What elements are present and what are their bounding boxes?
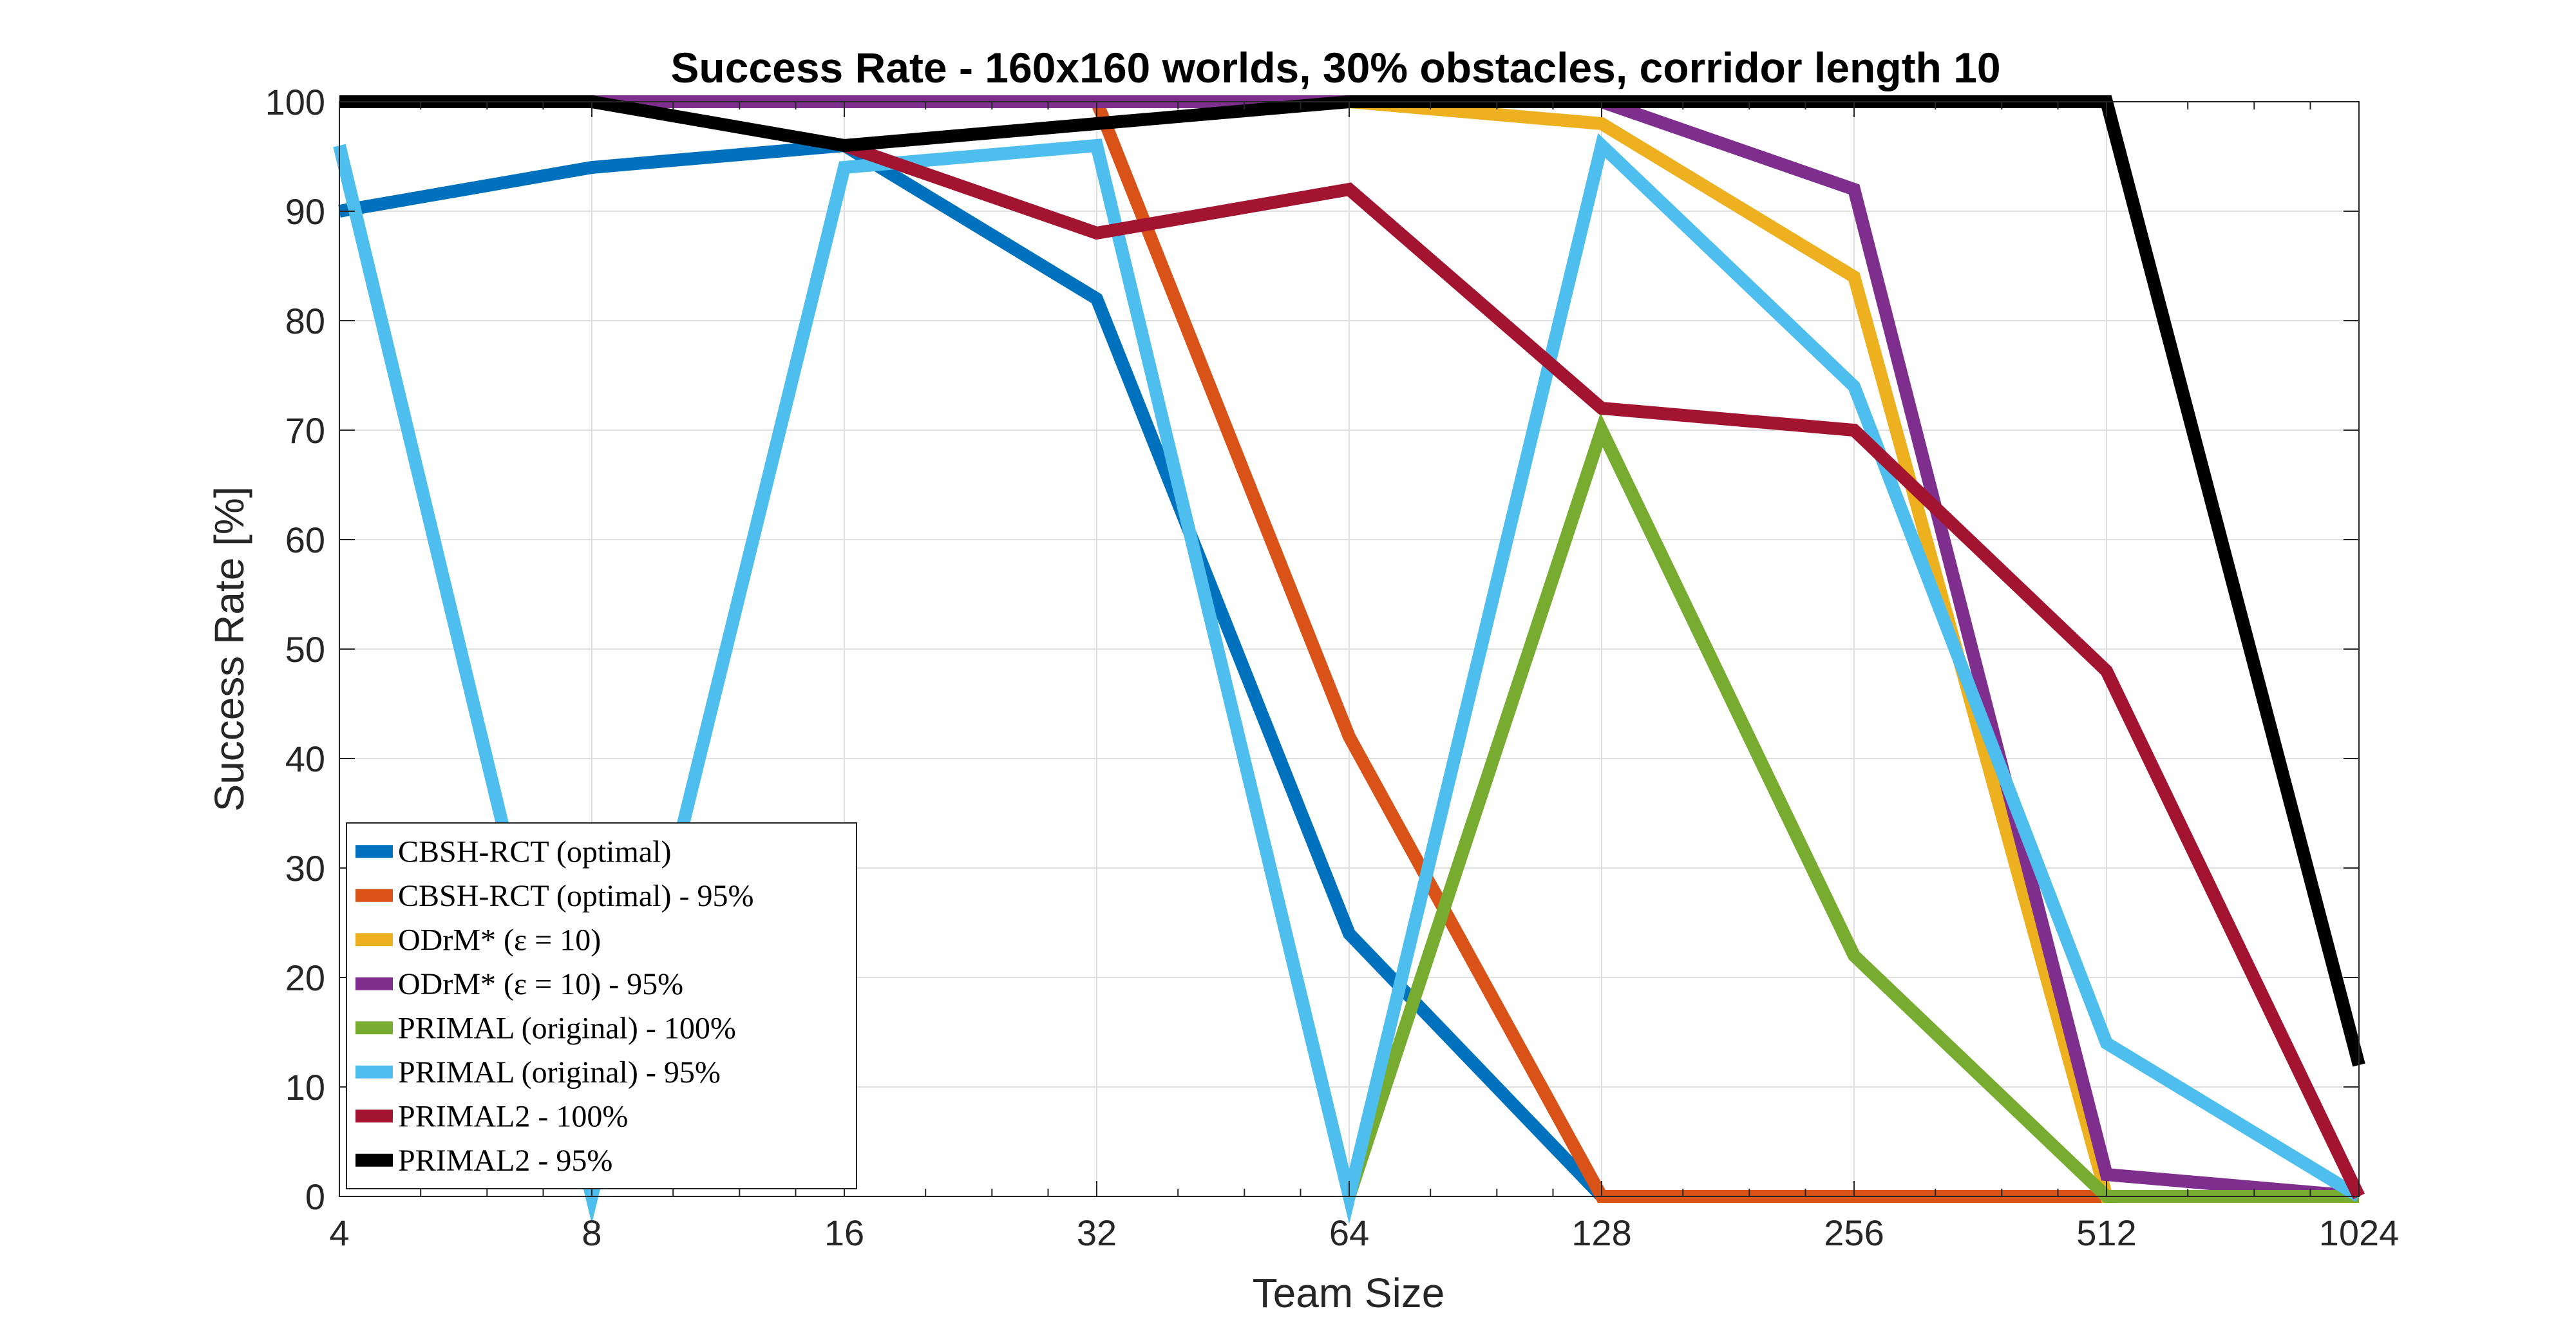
- legend-entry: PRIMAL2 - 100%: [398, 1099, 628, 1133]
- legend-entry: CBSH-RCT (optimal) - 95%: [398, 879, 753, 913]
- x-tick-label: 32: [1077, 1213, 1117, 1253]
- y-tick-label: 100: [265, 82, 325, 122]
- legend: CBSH-RCT (optimal) CBSH-RCT (optimal) - 9…: [346, 822, 857, 1189]
- y-tick-label: 80: [285, 301, 325, 341]
- legend-entry: PRIMAL (original) - 100%: [398, 1011, 736, 1045]
- y-tick-label: 70: [285, 410, 325, 451]
- legend-box: [346, 822, 857, 1189]
- legend-entry: ODrM* (ε = 10): [398, 923, 601, 957]
- y-tick-label: 20: [285, 958, 325, 998]
- series-line-7: [842, 139, 2365, 1200]
- legend-entry: PRIMAL (original) - 95%: [398, 1055, 721, 1090]
- y-axis-label: Success Rate [%]: [206, 486, 252, 811]
- x-tick-label: 512: [2076, 1213, 2136, 1253]
- chart-title: Success Rate - 160x160 worlds, 30% obsta…: [670, 44, 2000, 91]
- y-tick-label: 90: [285, 191, 325, 232]
- x-tick-label: 8: [582, 1213, 601, 1253]
- y-tick-label: 0: [305, 1176, 325, 1217]
- x-axis-label: Team Size: [1253, 1270, 1445, 1316]
- x-tick-label: 4: [329, 1213, 349, 1253]
- y-tick-label: 40: [285, 739, 325, 779]
- x-tick-label: 256: [1824, 1213, 1884, 1253]
- x-tick-label: 128: [1571, 1213, 1631, 1253]
- y-tick-label: 10: [285, 1067, 325, 1108]
- x-tick-label: 16: [824, 1213, 864, 1253]
- x-tick-label: 64: [1329, 1213, 1369, 1253]
- y-tick-label: 50: [285, 629, 325, 670]
- legend-entry: PRIMAL2 - 95%: [398, 1144, 612, 1178]
- x-tick-label: 1024: [2319, 1213, 2400, 1253]
- y-tick-label: 30: [285, 848, 325, 889]
- legend-entry: ODrM* (ε = 10) - 95%: [398, 967, 683, 1001]
- legend-entry: CBSH-RCT (optimal): [398, 835, 671, 869]
- y-tick-label: 60: [285, 520, 325, 560]
